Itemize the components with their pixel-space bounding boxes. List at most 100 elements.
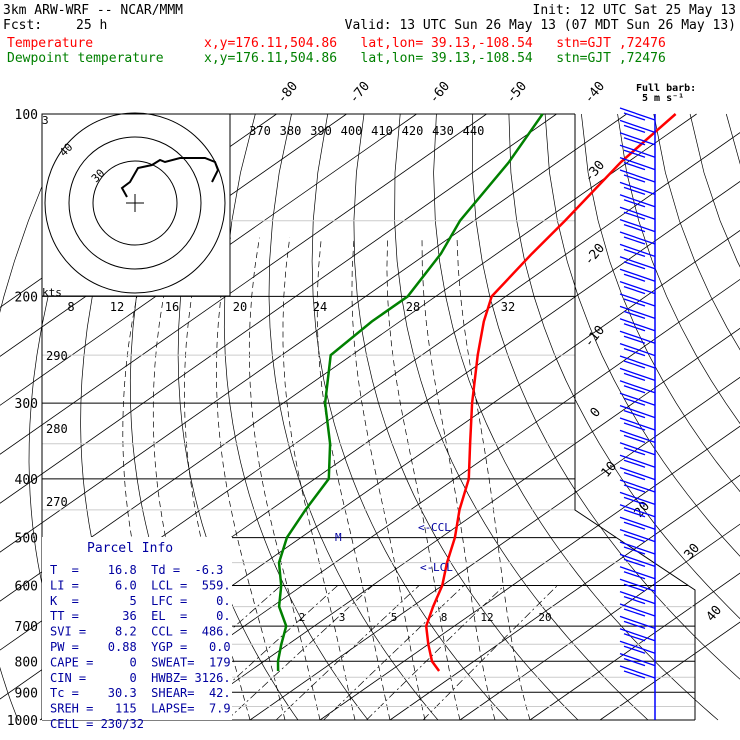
- wind-barb-27: [619, 442, 656, 456]
- wind-barb-tick-10: [623, 236, 646, 245]
- wind-barb-11: [619, 243, 656, 258]
- wind-barb-tick-22: [623, 385, 646, 394]
- wind-barb-tick-3: [623, 149, 646, 158]
- hodograph-origin-marker: [126, 194, 144, 212]
- isotherm-label-10: 10: [599, 459, 621, 481]
- wind-barb-42: [619, 628, 656, 642]
- wind-barb-17: [619, 318, 656, 332]
- wind-barb-tick-16: [623, 310, 646, 320]
- dewpoint-points: [277, 113, 543, 672]
- hodograph-trace: [120, 157, 220, 198]
- theta-e-label-390: 390: [310, 124, 332, 138]
- dry-adiabat-labels: 290 280 270: [46, 349, 68, 509]
- temperature-trace: [424, 113, 677, 672]
- parcel-info-row: CELL = 230/32: [50, 717, 144, 731]
- ccl-label: CCL: [431, 521, 451, 534]
- pressure-label-700: 700: [15, 620, 38, 635]
- parcel-info-row: TT = 36 EL = 0.: [50, 609, 231, 623]
- wind-barb-tick-2: [623, 137, 646, 146]
- wind-barb-37: [619, 566, 656, 580]
- theta-e-label-370: 370: [249, 124, 271, 138]
- hodograph-ring-label-20: 20: [233, 300, 247, 314]
- wind-barb-15: [619, 293, 656, 307]
- mixing-ratio-labels: 2 3 5 8 12 20: [299, 611, 552, 624]
- isotherm-label-0: 0: [588, 405, 605, 421]
- wind-barb-4: [619, 156, 656, 171]
- barb-scale-line1: Full barb:: [636, 83, 697, 94]
- wind-barb-26: [619, 429, 656, 444]
- chart-header: 3km ARW-WRF -- NCAR/MMM Init: 12 UTC Sat…: [0, 0, 740, 70]
- ccl-arrow: <-: [418, 521, 431, 534]
- isotherm-0: [249, 376, 740, 721]
- wind-barb-44: [619, 652, 656, 667]
- dewpoint-trace: [276, 113, 544, 672]
- wind-barb-41: [619, 615, 656, 630]
- wind-barb-tick-8: [623, 211, 646, 220]
- wind-barb-3: [619, 144, 656, 158]
- theta-e-label-410: 410: [371, 124, 393, 138]
- wind-barb-tick-21: [623, 372, 646, 382]
- dewpoint-legend: Dewpoint temperature: [7, 51, 164, 66]
- wind-barb-tick-13: [623, 273, 646, 282]
- pressure-label-900: 900: [15, 686, 38, 701]
- parcel-info-row: PW = 0.88 YGP = 0.0: [50, 640, 231, 654]
- isotherm--10: [179, 327, 740, 721]
- wind-barb-tick-14: [623, 285, 646, 295]
- pressure-label-200: 200: [15, 290, 38, 305]
- wind-barbs: [619, 107, 656, 679]
- dry-adiabat-350: [471, 113, 740, 680]
- wind-barb-tick-20: [623, 360, 646, 369]
- hodograph-units-label: kts: [42, 286, 62, 299]
- wind-barb-18: [619, 330, 656, 344]
- parcel-info-row: CAPE = 0 SWEAT= 179: [50, 655, 231, 669]
- temperature-legend: Temperature: [7, 36, 94, 51]
- wind-barb-1: [619, 119, 656, 134]
- wind-barb-tick-0: [623, 112, 646, 121]
- isotherm--20: [109, 278, 740, 721]
- dry-adiabat-370: [544, 113, 740, 557]
- isotherm-label--70: -70: [347, 79, 374, 107]
- wind-barb-tick-35: [623, 546, 646, 555]
- wind-barb-31: [619, 491, 656, 506]
- wind-barb-9: [619, 218, 656, 233]
- dry-adiabat-420: [725, 113, 740, 165]
- fcst-label: Fcst:: [3, 18, 43, 33]
- wind-barb-tick-26: [623, 434, 646, 444]
- wind-barb-tick-33: [623, 521, 646, 530]
- hodograph: kts 3 30 40: [41, 112, 231, 299]
- dry-adiabat-410: [689, 113, 740, 268]
- pressure-label-800: 800: [15, 655, 38, 670]
- hodograph-ring-inner: [92, 160, 178, 246]
- pressure-label-100: 100: [15, 108, 38, 123]
- dry-adiabat-290: [223, 113, 369, 721]
- wind-barb-tick-32: [623, 509, 646, 518]
- parcel-marker-m: M: [335, 531, 342, 544]
- wind-barb-8: [619, 206, 656, 220]
- pressure-label-500: 500: [15, 532, 38, 547]
- isotherm-label-40: 40: [704, 603, 726, 625]
- hodograph-ring-label-12: 12: [110, 300, 124, 314]
- isotherm-label--40: -40: [582, 79, 609, 107]
- theta-e-label-430: 430: [432, 124, 454, 138]
- isotherm-label--80: -80: [275, 79, 302, 107]
- wind-barb-32: [619, 504, 656, 518]
- wind-barb-tick-42: [623, 633, 646, 642]
- hodograph-ring-middle: [68, 136, 202, 270]
- hodograph-ring-label-16: 16: [165, 300, 179, 314]
- temperature-points: [426, 113, 676, 672]
- wind-barb-tick-36: [623, 558, 646, 568]
- isotherm-label--50: -50: [504, 79, 531, 107]
- dry-adiabat-400: [653, 113, 740, 351]
- wind-barb-tick-7: [623, 199, 646, 208]
- dry-adiabat-240: [0, 113, 75, 721]
- hodograph-ring-label-24: 24: [313, 300, 327, 314]
- model-title: 3km ARW-WRF -- NCAR/MMM: [3, 3, 184, 18]
- wind-barb-tick-28: [623, 459, 646, 468]
- parcel-info-row: Tc = 30.3 SHEAR= 42.: [50, 686, 231, 700]
- wind-barb-29: [619, 466, 656, 481]
- valid-time: Valid: 13 UTC Sun 26 May 13 (07 MDT Sun …: [344, 18, 736, 33]
- isotherm-label--20: -20: [582, 241, 609, 269]
- wind-barb-tick-29: [623, 471, 646, 481]
- wind-barb-22: [619, 380, 656, 394]
